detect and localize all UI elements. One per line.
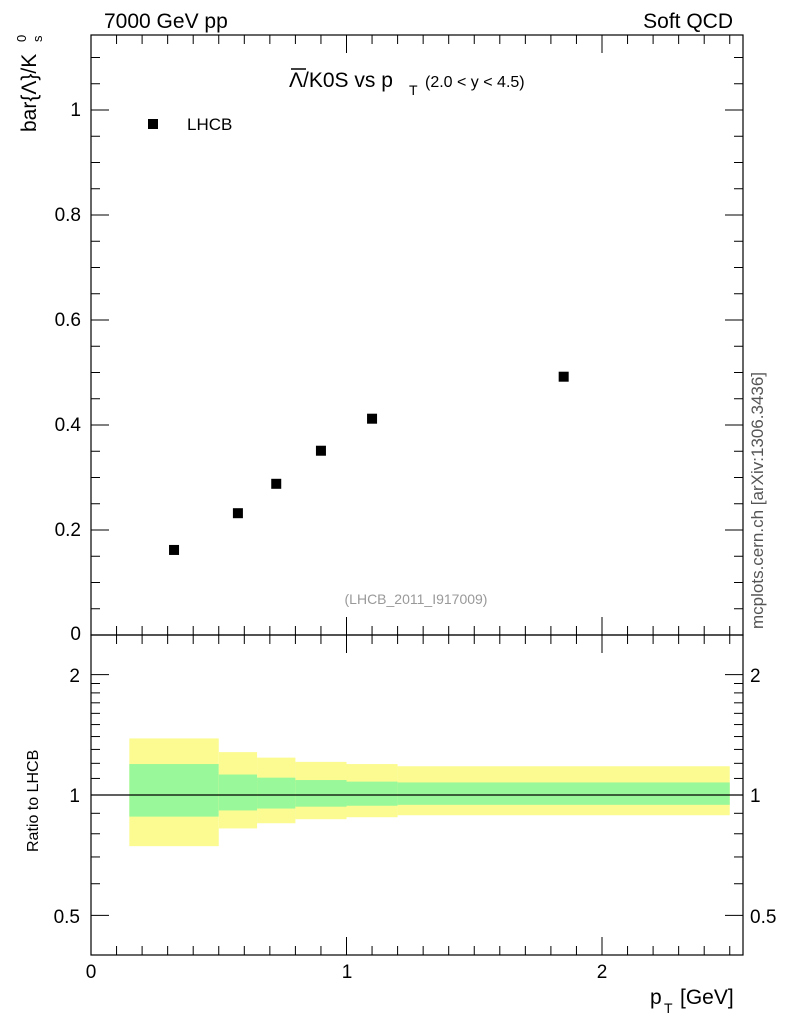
- xtick-label-0: 0: [86, 962, 97, 983]
- x-ticks: [90, 35, 731, 955]
- data-point-2: [271, 478, 282, 489]
- ratio-ytick-label-2: 2: [69, 666, 80, 687]
- ylabel-sub: s: [30, 35, 45, 42]
- ratio-ylabel: Ratio to LHCB: [25, 750, 42, 852]
- data-point-3: [315, 445, 326, 456]
- title-sub: T: [409, 82, 418, 98]
- side-label: mcplots.cern.ch [arXiv:1306.3436]: [748, 372, 767, 629]
- title-main: Λ/K0S vs p: [289, 69, 393, 92]
- ratio-inner-band-3: [295, 780, 347, 807]
- x-axis-label: p T [GeV]: [650, 986, 734, 1016]
- ytick-label-1: 1: [70, 100, 81, 121]
- ratio-y-tick-labels: 0.5 1 2 0.5 1 2: [54, 666, 777, 928]
- xlabel-unit: [GeV]: [680, 986, 734, 1009]
- ratio-inner-band-5: [397, 782, 730, 805]
- ratio-ytick-label-right-0.5: 0.5: [750, 907, 776, 928]
- title-range: (2.0 < y < 4.5): [425, 74, 525, 91]
- ratio-inner-band-0: [129, 764, 219, 817]
- main-y-tick-labels: 0 0.2 0.4 0.6 0.8 1: [55, 100, 82, 645]
- ratio-inner-band-4: [346, 781, 398, 806]
- data-point-5: [558, 371, 569, 382]
- legend-marker: [148, 119, 158, 129]
- ratio-ytick-label-1: 1: [69, 786, 80, 807]
- xtick-label-2: 2: [597, 962, 608, 983]
- ratio-ytick-label-right-2: 2: [750, 666, 761, 687]
- ratio-ytick-label-right-1: 1: [750, 786, 761, 807]
- header-right: Soft QCD: [643, 10, 733, 33]
- ytick-label-0.6: 0.6: [55, 310, 81, 331]
- xlabel-sub: T: [664, 1000, 673, 1016]
- legend: LHCB: [148, 115, 232, 134]
- ytick-label-0: 0: [70, 624, 81, 645]
- ratio-y-ticks: [91, 674, 743, 916]
- analysis-watermark: (LHCB_2011_I917009): [345, 591, 488, 607]
- main-ylabel: bar{Λ}/K 0 s: [14, 35, 45, 132]
- header-left: 7000 GeV pp: [104, 10, 228, 33]
- main-y-ticks: [91, 57, 743, 636]
- ylabel-sup: 0: [14, 35, 29, 42]
- ratio-ytick-label-0.5: 0.5: [54, 907, 80, 928]
- xlabel-main: p: [650, 986, 662, 1009]
- ytick-label-0.2: 0.2: [55, 520, 81, 541]
- data-points: [169, 371, 569, 555]
- ratio-inner-band-2: [257, 777, 296, 809]
- legend-label: LHCB: [187, 115, 232, 134]
- ylabel-main: bar{Λ}/K: [18, 54, 41, 132]
- ytick-label-0.4: 0.4: [55, 415, 82, 436]
- ratio-bands: [129, 738, 730, 847]
- xtick-label-1: 1: [342, 962, 353, 983]
- x-tick-labels: 0 1 2: [86, 962, 608, 983]
- data-point-1: [232, 508, 243, 519]
- ratio-inner-band-1: [218, 774, 258, 811]
- data-point-0: [169, 544, 180, 555]
- ytick-label-0.8: 0.8: [55, 205, 81, 226]
- data-point-4: [367, 413, 378, 424]
- main-title: Λ/K0S vs p T (2.0 < y < 4.5): [289, 68, 525, 98]
